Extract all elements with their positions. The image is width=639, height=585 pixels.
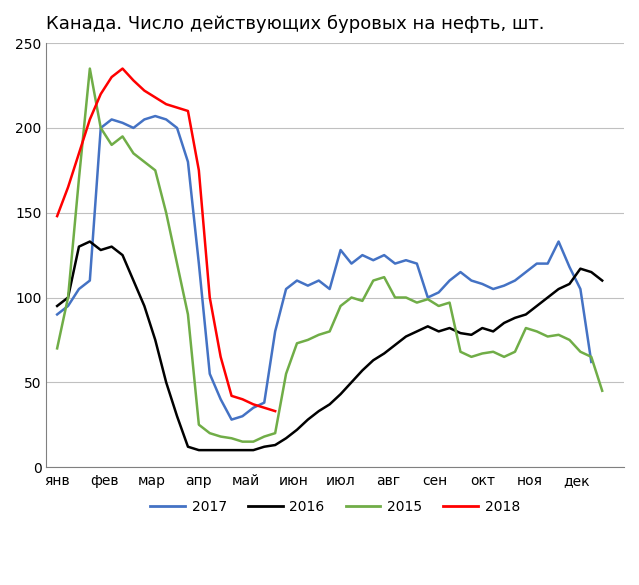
2017 bbox=[108, 116, 116, 123]
Line: 2015: 2015 bbox=[57, 68, 602, 442]
2017 bbox=[348, 260, 355, 267]
2017 bbox=[500, 282, 508, 289]
2017 bbox=[358, 252, 366, 259]
2018 bbox=[217, 353, 224, 360]
2017 bbox=[151, 112, 159, 119]
2016 bbox=[249, 446, 257, 453]
2018 bbox=[97, 91, 105, 98]
2016 bbox=[86, 238, 94, 245]
2018 bbox=[141, 87, 148, 94]
2017 bbox=[533, 260, 541, 267]
2016 bbox=[435, 328, 443, 335]
2018 bbox=[162, 101, 170, 108]
2017 bbox=[282, 285, 290, 292]
2018 bbox=[184, 108, 192, 115]
Legend: 2017, 2016, 2015, 2018: 2017, 2016, 2015, 2018 bbox=[144, 494, 526, 519]
Line: 2017: 2017 bbox=[57, 116, 591, 419]
2017 bbox=[249, 404, 257, 411]
2017 bbox=[227, 416, 235, 423]
2017 bbox=[315, 277, 323, 284]
Line: 2016: 2016 bbox=[57, 242, 602, 450]
2018 bbox=[195, 167, 203, 174]
2017 bbox=[272, 328, 279, 335]
2016 bbox=[184, 443, 192, 450]
2017 bbox=[369, 257, 377, 264]
2017 bbox=[337, 246, 344, 253]
2018 bbox=[261, 404, 268, 411]
2015 bbox=[184, 311, 192, 318]
2018 bbox=[173, 104, 181, 111]
2017 bbox=[402, 257, 410, 264]
2018 bbox=[206, 294, 213, 301]
2018 bbox=[249, 401, 257, 408]
2017 bbox=[53, 311, 61, 318]
2017 bbox=[413, 260, 420, 267]
2015 bbox=[249, 438, 257, 445]
2017 bbox=[380, 252, 388, 259]
2017 bbox=[238, 412, 246, 419]
2017 bbox=[173, 125, 181, 132]
2018 bbox=[130, 77, 137, 84]
2018 bbox=[119, 65, 127, 72]
2017 bbox=[424, 294, 431, 301]
2018 bbox=[64, 184, 72, 191]
Text: Канада. Число действующих буровых на нефть, шт.: Канада. Число действующих буровых на неф… bbox=[46, 15, 544, 33]
2016 bbox=[468, 331, 475, 338]
2017 bbox=[587, 359, 595, 366]
2016 bbox=[195, 446, 203, 453]
2016 bbox=[587, 269, 595, 276]
2017 bbox=[195, 260, 203, 267]
2018 bbox=[272, 408, 279, 415]
2017 bbox=[86, 277, 94, 284]
2017 bbox=[555, 238, 562, 245]
2016 bbox=[238, 446, 246, 453]
Line: 2018: 2018 bbox=[57, 68, 275, 411]
2018 bbox=[108, 74, 116, 81]
2018 bbox=[238, 395, 246, 402]
2017 bbox=[576, 285, 584, 292]
2017 bbox=[217, 395, 224, 402]
2017 bbox=[511, 277, 519, 284]
2015 bbox=[238, 438, 246, 445]
2016 bbox=[53, 302, 61, 309]
2017 bbox=[304, 282, 312, 289]
2017 bbox=[566, 263, 573, 270]
2017 bbox=[293, 277, 301, 284]
2017 bbox=[391, 260, 399, 267]
2018 bbox=[227, 393, 235, 400]
2017 bbox=[75, 285, 83, 292]
2018 bbox=[151, 94, 159, 101]
2017 bbox=[130, 125, 137, 132]
2017 bbox=[64, 302, 72, 309]
2017 bbox=[522, 269, 530, 276]
2017 bbox=[435, 289, 443, 296]
2017 bbox=[206, 370, 213, 377]
2017 bbox=[544, 260, 551, 267]
2017 bbox=[184, 159, 192, 166]
2017 bbox=[457, 269, 465, 276]
2015 bbox=[598, 387, 606, 394]
2018 bbox=[75, 150, 83, 157]
2015 bbox=[587, 353, 595, 360]
2015 bbox=[86, 65, 94, 72]
2018 bbox=[53, 212, 61, 219]
2015 bbox=[227, 435, 235, 442]
2015 bbox=[468, 353, 475, 360]
2017 bbox=[479, 280, 486, 287]
2017 bbox=[446, 277, 454, 284]
2017 bbox=[97, 125, 105, 132]
2017 bbox=[162, 116, 170, 123]
2016 bbox=[598, 277, 606, 284]
2017 bbox=[141, 116, 148, 123]
2015 bbox=[53, 345, 61, 352]
2017 bbox=[119, 119, 127, 126]
2017 bbox=[489, 285, 497, 292]
2018 bbox=[86, 116, 94, 123]
2017 bbox=[326, 285, 334, 292]
2017 bbox=[468, 277, 475, 284]
2017 bbox=[261, 399, 268, 406]
2015 bbox=[435, 302, 443, 309]
